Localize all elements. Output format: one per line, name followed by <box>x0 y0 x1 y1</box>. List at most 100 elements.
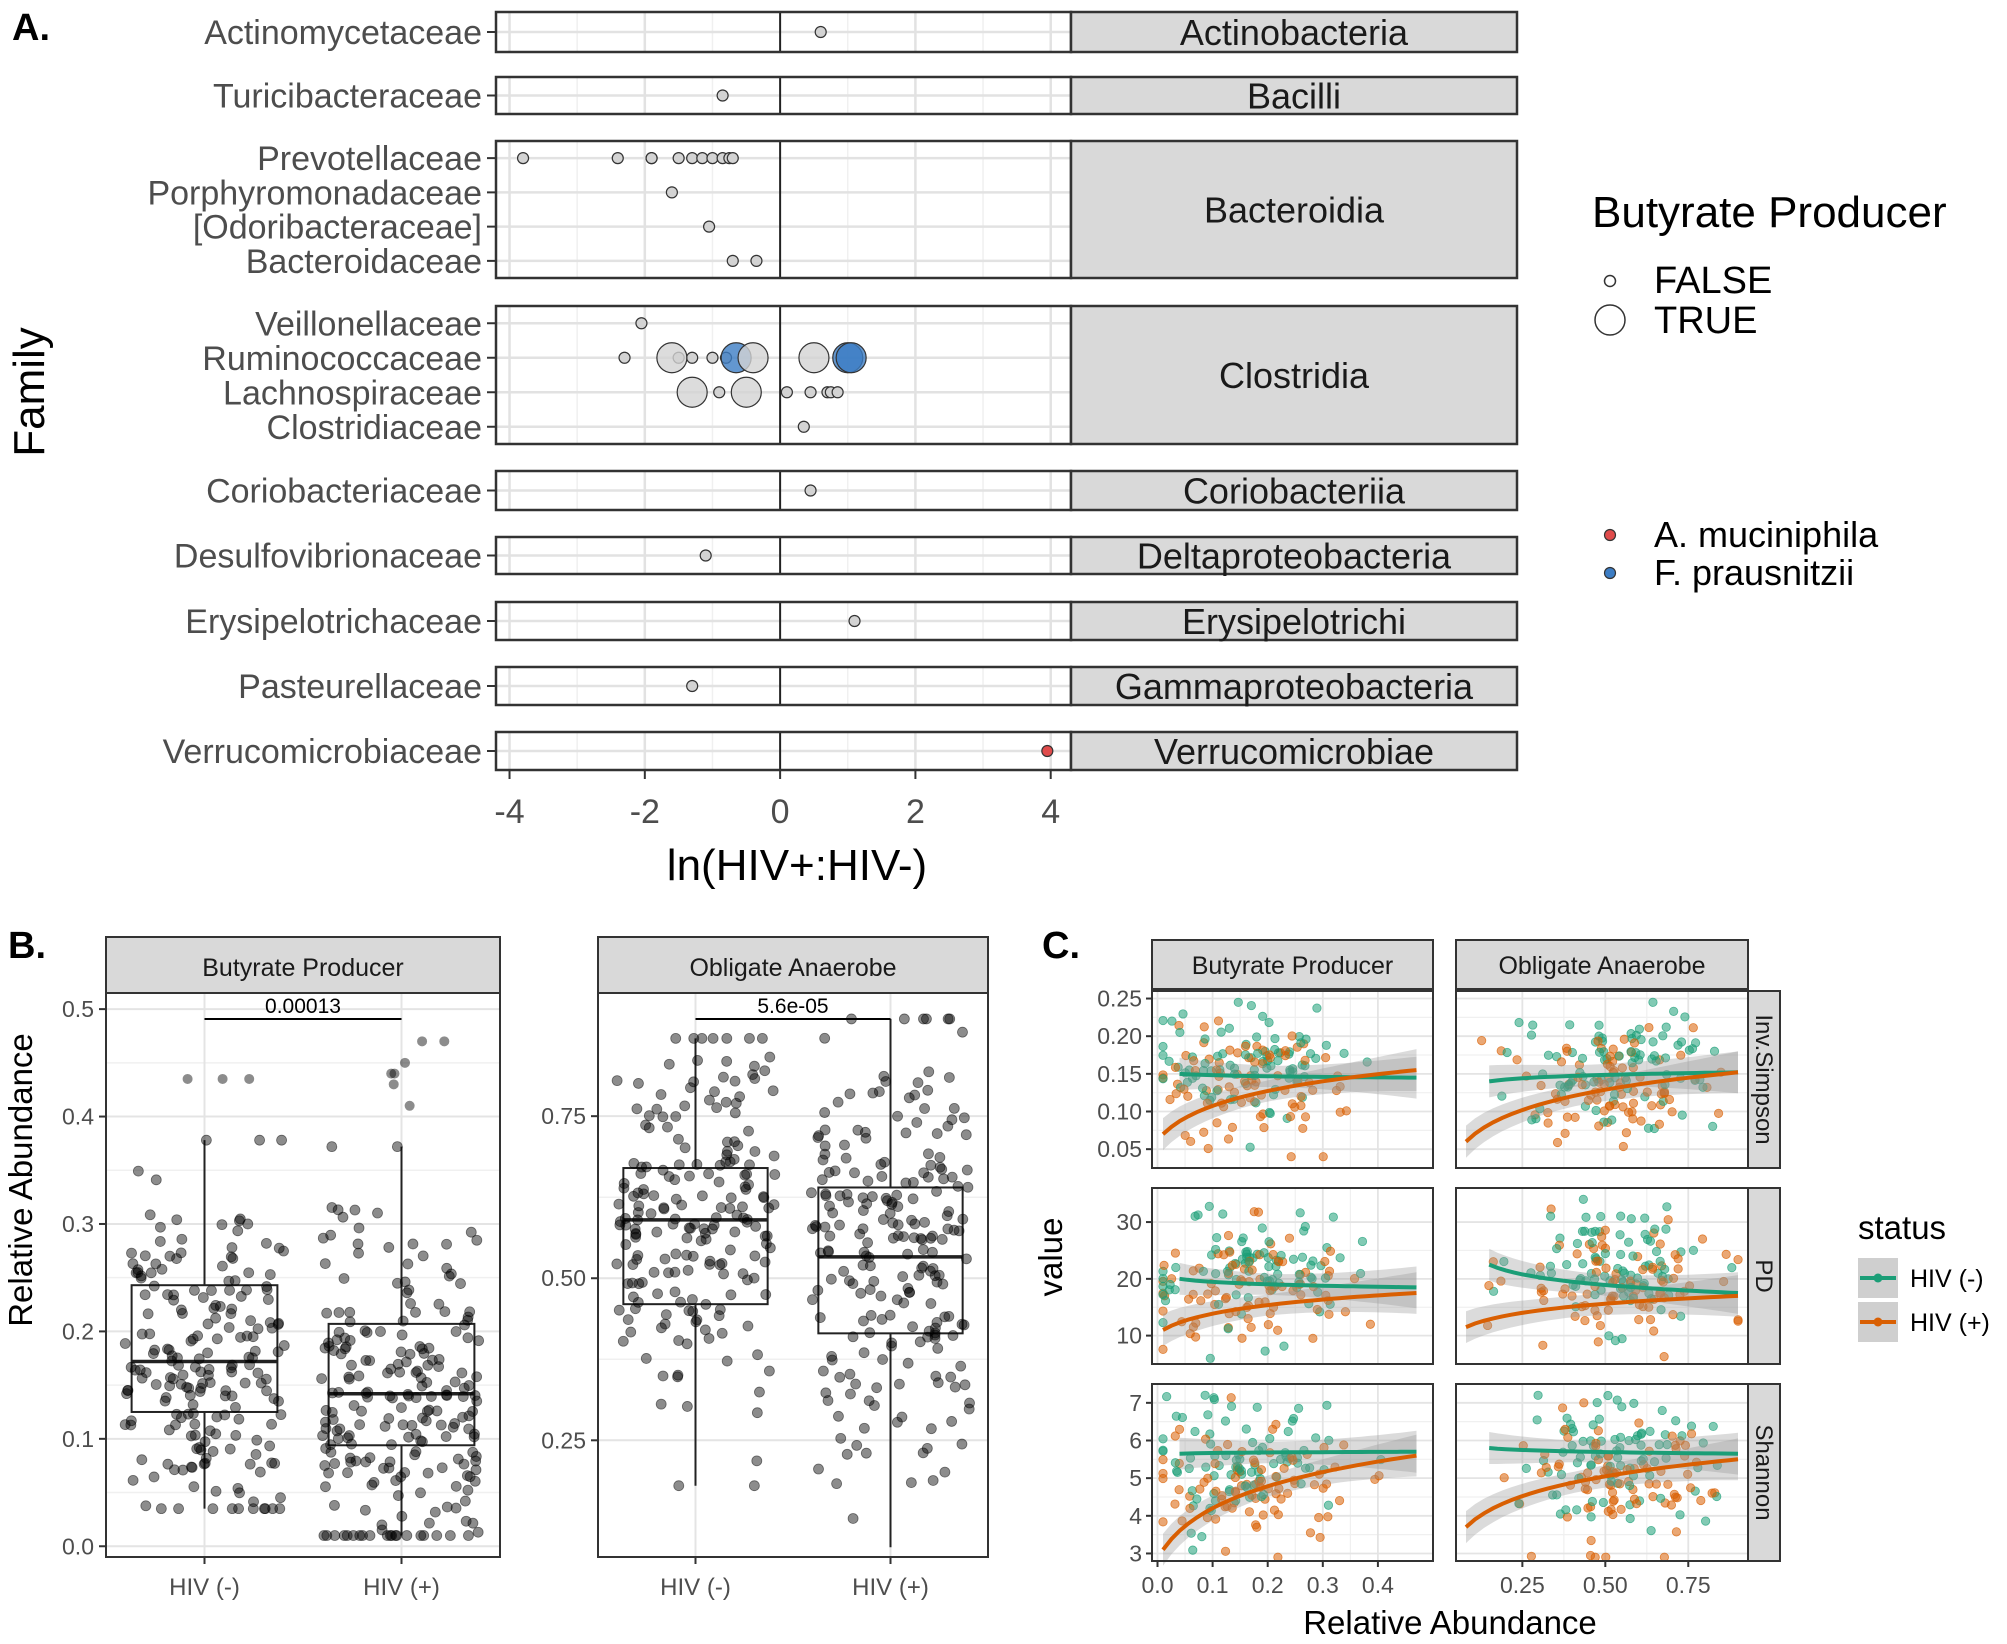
point-hiv-pos <box>1638 1265 1648 1275</box>
jitter-point <box>275 1492 286 1504</box>
point-hiv-neg <box>1355 1268 1366 1279</box>
jitter-point <box>817 1154 829 1166</box>
point-hiv-pos <box>1607 1487 1618 1498</box>
jitter-point <box>630 1303 641 1315</box>
point-hiv-neg <box>1296 1038 1306 1048</box>
x-tick-label: -2 <box>630 793 660 831</box>
point-hiv-pos <box>1608 1496 1618 1506</box>
jitter-point <box>622 1314 634 1326</box>
jitter-point <box>744 1032 755 1044</box>
jitter-point <box>455 1278 466 1289</box>
point-hiv-neg <box>1556 1469 1567 1480</box>
point-hiv-neg <box>1188 1545 1198 1555</box>
jitter-point <box>877 1214 889 1225</box>
point-hiv-neg <box>1636 1440 1646 1450</box>
point-hiv-neg <box>1677 1431 1687 1441</box>
point-hiv-pos <box>1276 1494 1286 1504</box>
jitter-point <box>868 1275 880 1287</box>
point-hiv-neg <box>1264 1017 1274 1028</box>
point-hiv-pos <box>1323 1512 1333 1522</box>
family-label: Lachnospiraceae <box>223 374 482 412</box>
point-hiv-neg <box>1690 1038 1701 1048</box>
point-hiv-neg <box>1598 1497 1608 1508</box>
point-hiv-neg <box>1158 1445 1168 1455</box>
point-hiv-neg <box>1273 1269 1283 1279</box>
jitter-point <box>942 1013 954 1025</box>
jitter-point <box>416 1343 428 1355</box>
point-hiv-neg <box>1300 1221 1310 1232</box>
jitter-point <box>942 1120 954 1132</box>
point-hiv-neg <box>1532 1415 1542 1425</box>
point-hiv-neg <box>1269 1459 1279 1469</box>
jitter-point <box>884 1207 896 1219</box>
jitter-point <box>226 1242 238 1253</box>
point-hiv-neg <box>1204 1201 1214 1211</box>
jitter-point <box>241 1330 253 1342</box>
jitter-point <box>724 1156 736 1168</box>
point-hiv-neg <box>1624 1435 1634 1446</box>
point-hiv-pos <box>1227 1122 1238 1132</box>
jitter-point <box>893 1378 905 1390</box>
point-hiv-pos <box>1243 1313 1253 1324</box>
point-hiv-pos <box>1258 1510 1268 1520</box>
point-hiv-pos <box>1256 1476 1267 1486</box>
jitter-point <box>827 1207 839 1219</box>
jitter-point <box>939 1311 951 1323</box>
point-hiv-pos <box>1159 1260 1169 1270</box>
jitter-point <box>716 1327 728 1339</box>
jitter-point <box>207 1503 219 1515</box>
jitter-point <box>921 1442 933 1454</box>
jitter-point <box>946 1114 958 1126</box>
jitter-point <box>900 1177 912 1189</box>
point-hiv-neg <box>1238 1233 1248 1243</box>
jitter-point <box>813 1463 824 1475</box>
jitter-point <box>219 1390 231 1402</box>
point-hiv-pos <box>1713 1108 1724 1118</box>
family-point <box>804 386 817 399</box>
jitter-point <box>847 1278 859 1290</box>
family-label: Verrucomicrobiaceae <box>163 733 482 771</box>
jitter-point <box>952 1180 964 1192</box>
jitter-point <box>696 1190 708 1202</box>
jitter-point <box>344 1316 356 1328</box>
x-tick-label: 0.3 <box>1307 1572 1339 1598</box>
point-hiv-neg <box>1648 997 1658 1007</box>
point-hiv-pos <box>1370 1474 1380 1485</box>
point-hiv-neg <box>1184 1463 1194 1474</box>
jitter-point <box>714 1159 726 1171</box>
x-tick-label: 0.50 <box>1583 1572 1628 1598</box>
jitter-point <box>472 1526 484 1538</box>
jitter-point <box>379 1420 391 1432</box>
point-hiv-neg <box>1626 1047 1636 1057</box>
point-hiv-neg <box>1287 1416 1297 1426</box>
jitter-point <box>125 1419 137 1431</box>
confidence-band <box>1163 1272 1417 1346</box>
jitter-point <box>767 1085 779 1097</box>
jitter-point <box>150 1379 162 1390</box>
jitter-point <box>820 1387 832 1399</box>
facet-panel-border <box>1455 990 1749 1169</box>
jitter-point <box>812 1284 824 1296</box>
legend-muciniphila-label: A. muciniphila <box>1654 514 1879 555</box>
jitter-point <box>441 1390 453 1401</box>
point-hiv-pos <box>1562 1112 1573 1122</box>
point-hiv-neg <box>1675 1510 1685 1520</box>
jitter-point <box>235 1331 246 1343</box>
jitter-point <box>402 1258 414 1270</box>
point-hiv-neg <box>1578 1194 1588 1204</box>
jitter-point <box>170 1419 181 1431</box>
y-tick-label: 20 <box>1116 1266 1142 1292</box>
jitter-point <box>815 1247 826 1259</box>
jitter-point <box>177 1369 189 1381</box>
jitter-point <box>232 1225 244 1237</box>
y-axis-title: Relative Abundance <box>2 1033 39 1327</box>
point-hiv-pos <box>1314 1512 1324 1523</box>
jitter-point <box>618 1178 630 1189</box>
jitter-point <box>633 1200 645 1212</box>
point-hiv-pos <box>1733 1316 1743 1326</box>
point-hiv-neg <box>1240 1050 1251 1060</box>
jitter-point <box>460 1515 472 1527</box>
point-hiv-pos <box>1341 1106 1352 1116</box>
jitter-point <box>439 1306 451 1318</box>
jitter-point <box>344 1452 356 1464</box>
